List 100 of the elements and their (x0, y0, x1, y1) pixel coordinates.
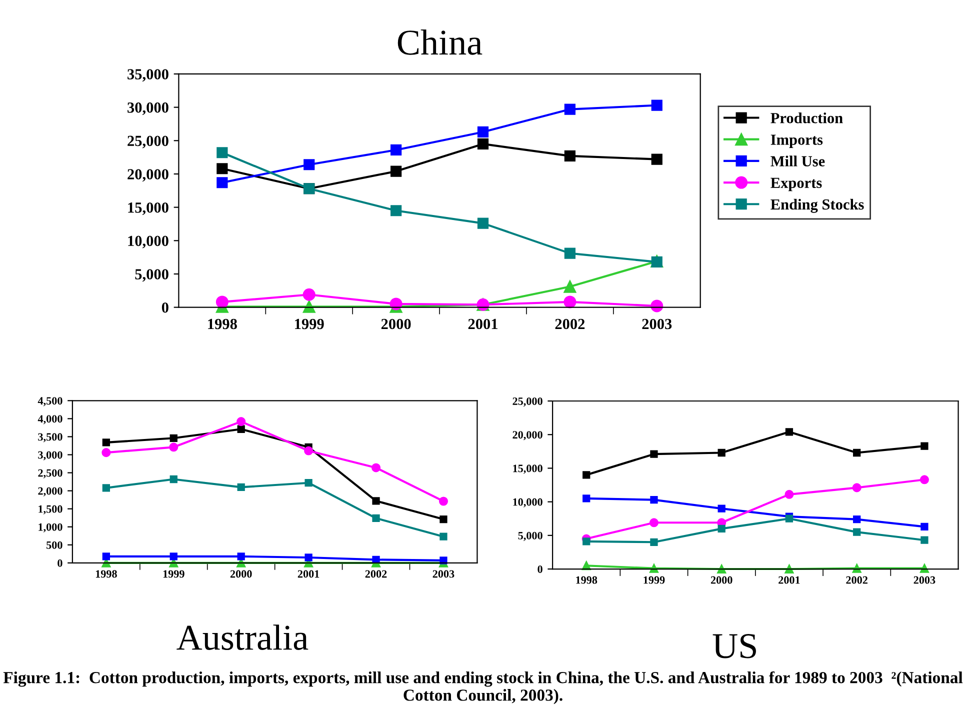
point (390, 205, 402, 216)
point (102, 484, 110, 492)
point (651, 100, 662, 111)
point (650, 450, 658, 458)
y-tick-label: 4,500 (38, 397, 62, 406)
point (170, 552, 178, 560)
point (304, 554, 312, 562)
point (216, 296, 228, 308)
y-tick-label: 4,000 (38, 415, 62, 424)
y-tick-label: 2,500 (38, 469, 62, 478)
point (477, 126, 489, 138)
y-tick-label: 1,500 (38, 505, 62, 514)
point (438, 496, 448, 506)
point (372, 514, 380, 522)
point (920, 522, 928, 530)
point (390, 166, 402, 177)
y-tick-label: 1,000 (38, 523, 62, 532)
point (302, 288, 316, 301)
point (372, 497, 380, 505)
point (102, 438, 110, 446)
x-tick-label: 2003 (914, 576, 936, 584)
point (477, 218, 489, 229)
y-tick-label: 0 (162, 302, 168, 313)
point (236, 417, 246, 426)
y-tick-label: 15,000 (128, 202, 168, 215)
point (237, 483, 245, 492)
x-tick-label: 1998 (576, 576, 598, 584)
point (169, 442, 178, 452)
legend-label: Mill Use (770, 156, 825, 166)
point (852, 483, 862, 492)
x-tick-label: 2001 (298, 570, 320, 578)
chart-title: China (398, 29, 482, 55)
legend-label: Ending Stocks (770, 198, 864, 213)
point (170, 475, 178, 484)
point (237, 425, 245, 433)
point (102, 552, 110, 560)
point (651, 154, 662, 165)
x-tick-label: 1998 (96, 570, 117, 578)
point (852, 564, 862, 573)
point (650, 538, 658, 546)
point (564, 296, 576, 308)
point (477, 138, 489, 150)
point (853, 528, 861, 536)
y-tick-label: 20,000 (128, 169, 168, 182)
text: Australia (176, 624, 308, 650)
point (920, 564, 929, 573)
y-tick-label: 30,000 (128, 102, 168, 115)
y-tick-label: 2,000 (38, 487, 62, 496)
text: US (712, 634, 756, 658)
point (390, 144, 402, 156)
y-tick-label: 3,000 (38, 451, 62, 460)
point (564, 150, 576, 162)
x-tick-label: 2000 (381, 318, 411, 330)
point (718, 504, 726, 512)
point (718, 448, 726, 457)
y-tick-label: 10,000 (513, 498, 542, 508)
y-tick-label: 15,000 (513, 464, 542, 474)
y-tick-label: 35,000 (128, 69, 168, 82)
point (564, 104, 576, 115)
point (564, 248, 576, 259)
point (650, 496, 658, 504)
legend-label: Production (770, 112, 843, 124)
x-tick-label: 2000 (230, 570, 252, 578)
x-tick-label: 1999 (644, 576, 665, 584)
point (718, 524, 726, 533)
point (920, 536, 928, 544)
point (304, 479, 312, 487)
y-tick-label: 500 (46, 541, 62, 549)
point (237, 552, 245, 560)
y-tick-label: 20,000 (512, 431, 542, 440)
y-tick-label: 0 (58, 559, 62, 567)
point (784, 564, 794, 574)
point (216, 163, 228, 174)
legend-label: Imports (770, 134, 823, 148)
y-tick-label: 10,000 (128, 236, 168, 248)
x-tick-label: 2003 (642, 318, 672, 330)
point (216, 177, 228, 188)
point (717, 564, 726, 574)
x-tick-label: 2001 (778, 576, 800, 584)
x-tick-label: 1999 (295, 318, 324, 330)
point (216, 147, 228, 158)
y-tick-label: 3,500 (38, 433, 62, 442)
point (582, 538, 590, 546)
x-tick-label: 1999 (163, 570, 184, 578)
x-tick-label: 1998 (208, 318, 237, 330)
point (564, 280, 576, 293)
point (372, 556, 380, 564)
x-tick-label: 2000 (710, 576, 732, 584)
point (582, 494, 590, 502)
point (785, 428, 794, 436)
x-tick-label: 2002 (365, 570, 387, 578)
point (102, 448, 111, 458)
point (304, 446, 314, 456)
caption: Figure 1.1: Cotton production, imports, exports, mill use and ending stock in China, the U.S. and Australia for 1989 to 2003 ²(National Cotton Council, 2003). (3, 671, 963, 704)
x-tick-label: 2003 (432, 570, 454, 578)
point (784, 490, 794, 499)
y-tick-label: 25,000 (512, 397, 542, 407)
x-tick-label: 2002 (846, 576, 868, 584)
point (440, 532, 448, 540)
point (440, 515, 448, 524)
